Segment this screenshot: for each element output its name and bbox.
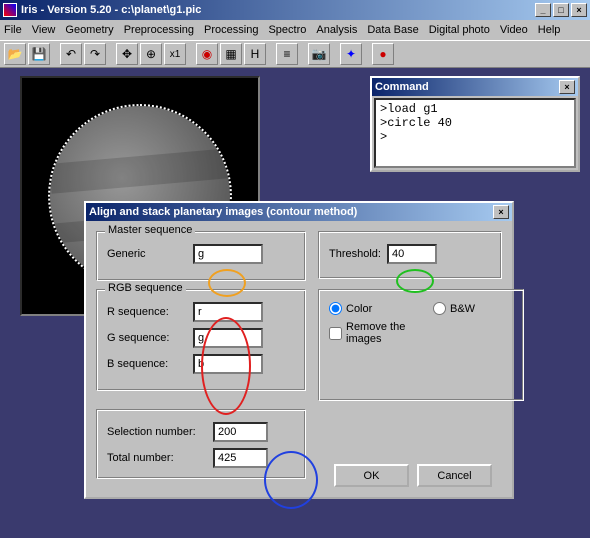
open-icon[interactable]: 📂 — [4, 43, 26, 65]
bw-radio[interactable]: B&W — [433, 302, 513, 315]
threshold-label: Threshold: — [329, 248, 381, 260]
menu-file[interactable]: File — [4, 24, 22, 36]
color-radio[interactable]: Color — [329, 302, 409, 315]
r-input[interactable] — [193, 302, 263, 322]
menu-spectro[interactable]: Spectro — [268, 24, 306, 36]
threshold-group: Threshold: — [318, 231, 502, 279]
r-label: R sequence: — [107, 306, 187, 318]
x1-icon[interactable]: x1 — [164, 43, 186, 65]
options-group: Color B&W Remove the images — [318, 289, 524, 401]
g-label: G sequence: — [107, 332, 187, 344]
dialog-close-button[interactable]: × — [493, 205, 509, 219]
b-input[interactable] — [193, 354, 263, 374]
remove-images-check[interactable]: Remove the images — [329, 321, 409, 345]
command-title: Command — [375, 81, 429, 93]
generic-input[interactable] — [193, 244, 263, 264]
b-label: B sequence: — [107, 358, 187, 370]
h-icon[interactable]: H — [244, 43, 266, 65]
total-number-input[interactable] — [213, 448, 268, 468]
list-icon[interactable]: ≡ — [276, 43, 298, 65]
app-icon — [3, 3, 17, 17]
toolbar: 📂 💾 ↶ ↷ ✥ ⊕ x1 ◉ ▦ H ≡ 📷 ✦ ● — [0, 40, 590, 68]
save-icon[interactable]: 💾 — [28, 43, 50, 65]
menu-view[interactable]: View — [32, 24, 56, 36]
redo-icon[interactable]: ↷ — [84, 43, 106, 65]
g-input[interactable] — [193, 328, 263, 348]
record-icon[interactable]: ● — [372, 43, 394, 65]
maximize-button[interactable]: □ — [553, 3, 569, 17]
align-stack-dialog: Align and stack planetary images (contou… — [84, 201, 514, 499]
command-close-button[interactable]: × — [559, 80, 575, 94]
selection-number-label: Selection number: — [107, 426, 207, 438]
minimize-button[interactable]: _ — [535, 3, 551, 17]
ok-button[interactable]: OK — [334, 464, 409, 487]
master-sequence-group: Master sequence Generic — [96, 231, 306, 281]
menu-database[interactable]: Data Base — [367, 24, 418, 36]
rgb-legend: RGB sequence — [105, 282, 186, 294]
move-icon[interactable]: ✥ — [116, 43, 138, 65]
dialog-title: Align and stack planetary images (contou… — [89, 206, 357, 218]
generic-label: Generic — [107, 248, 187, 260]
swirl-icon[interactable]: ◉ — [196, 43, 218, 65]
cancel-button[interactable]: Cancel — [417, 464, 492, 487]
menu-bar: File View Geometry Preprocessing Process… — [0, 20, 590, 40]
threshold-input[interactable] — [387, 244, 437, 264]
zoom-icon[interactable]: ⊕ — [140, 43, 162, 65]
window-buttons: _ □ × — [535, 3, 587, 17]
selection-number-input[interactable] — [213, 422, 268, 442]
menu-preprocessing[interactable]: Preprocessing — [124, 24, 194, 36]
menu-video[interactable]: Video — [500, 24, 528, 36]
grid-icon[interactable]: ▦ — [220, 43, 242, 65]
rgb-sequence-group: RGB sequence R sequence: G sequence: B s… — [96, 289, 306, 391]
main-title: Iris - Version 5.20 - c:\planet\g1.pic — [21, 4, 201, 16]
command-output[interactable]: >load g1 >circle 40 > — [374, 98, 576, 168]
total-number-label: Total number: — [107, 452, 207, 464]
workspace: Command × >load g1 >circle 40 > Align an… — [0, 68, 590, 538]
master-legend: Master sequence — [105, 224, 195, 236]
numbers-group: Selection number: Total number: — [96, 409, 306, 479]
command-window: Command × >load g1 >circle 40 > — [370, 76, 580, 172]
menu-processing[interactable]: Processing — [204, 24, 258, 36]
close-button[interactable]: × — [571, 3, 587, 17]
menu-analysis[interactable]: Analysis — [316, 24, 357, 36]
undo-icon[interactable]: ↶ — [60, 43, 82, 65]
menu-geometry[interactable]: Geometry — [65, 24, 113, 36]
plus-icon[interactable]: ✦ — [340, 43, 362, 65]
menu-digitalphoto[interactable]: Digital photo — [429, 24, 490, 36]
menu-help[interactable]: Help — [538, 24, 561, 36]
main-titlebar: Iris - Version 5.20 - c:\planet\g1.pic _… — [0, 0, 590, 20]
camera-icon[interactable]: 📷 — [308, 43, 330, 65]
dialog-body: Master sequence Generic Threshold: — [86, 221, 512, 497]
